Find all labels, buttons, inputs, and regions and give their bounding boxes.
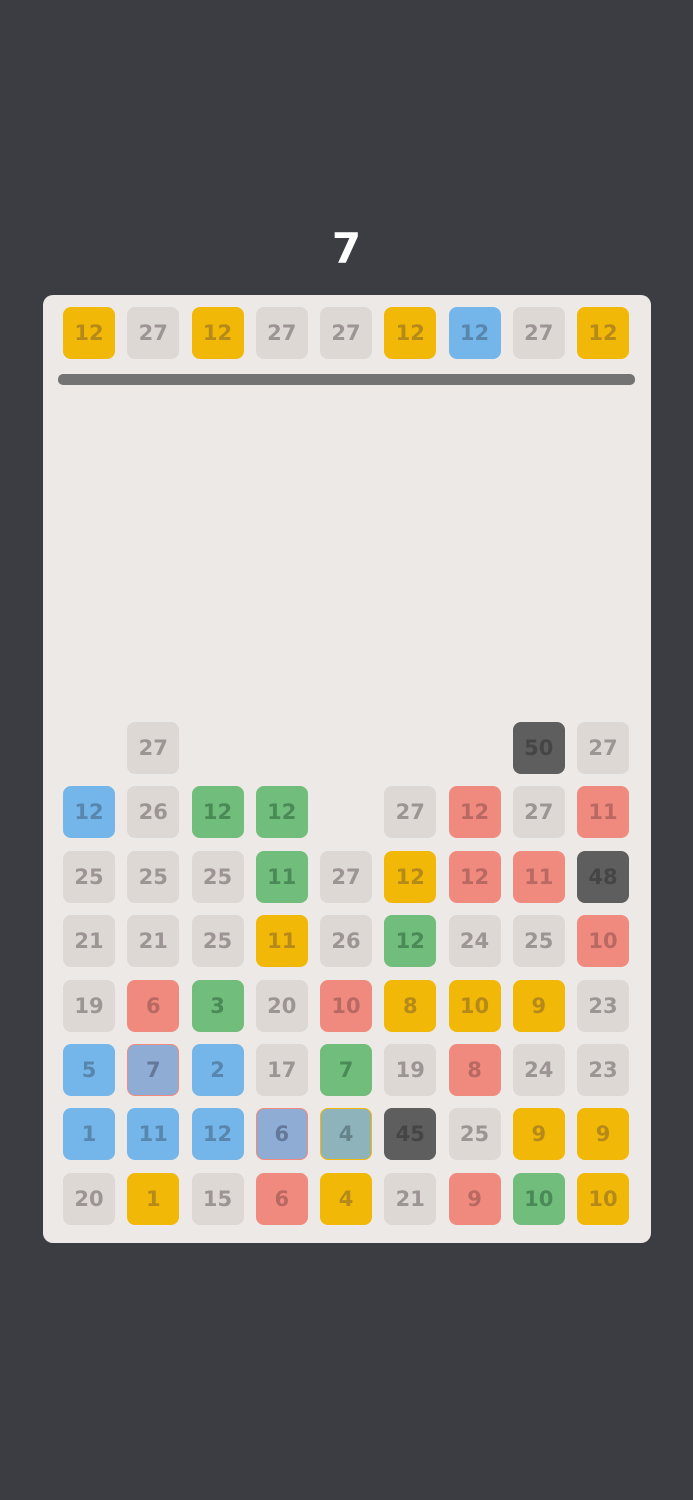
grid-tile[interactable]: 25 [448, 1108, 501, 1161]
grid-tile[interactable]: 6 [127, 979, 180, 1032]
grid-tile[interactable]: 10 [512, 1172, 565, 1225]
drop-line-divider [58, 374, 635, 385]
grid-tile[interactable]: 27 [577, 722, 629, 774]
grid-tile[interactable]: 11 [577, 786, 629, 839]
grid-tile[interactable]: 26 [127, 786, 180, 839]
queue-tile[interactable]: 12 [191, 307, 244, 359]
grid-tile[interactable]: 26 [320, 915, 372, 968]
grid-tile[interactable]: 27 [512, 786, 565, 839]
grid-tile[interactable]: 11 [255, 850, 308, 903]
grid-tile[interactable]: 23 [577, 979, 629, 1032]
grid-tile[interactable]: 10 [320, 979, 372, 1032]
grid-tile[interactable]: 19 [63, 979, 115, 1032]
queue-tile[interactable]: 12 [63, 307, 115, 359]
grid-tile[interactable]: 10 [577, 1172, 629, 1225]
score: 7 [331, 224, 362, 273]
grid-tile[interactable]: 48 [577, 850, 629, 903]
grid-tile[interactable]: 25 [512, 915, 565, 968]
game-board: 12 27 12 27 27 12 12 27 12 27 50 27 12 26 12 12 27 12 27 1… [43, 295, 651, 1243]
grid-tile[interactable]: 20 [255, 979, 308, 1032]
grid-tile[interactable]: 11 [512, 850, 565, 903]
grid-tile[interactable]: 1 [127, 1172, 180, 1225]
queue-tile[interactable]: 27 [320, 307, 372, 359]
grid-tile[interactable]: 12 [191, 786, 244, 839]
grid-tile[interactable]: 21 [384, 1172, 437, 1225]
grid-tile[interactable]: 9 [512, 979, 565, 1032]
grid-tile[interactable]: 12 [255, 786, 308, 839]
grid-tile[interactable]: 24 [512, 1044, 565, 1096]
grid-tile[interactable]: 27 [127, 722, 180, 774]
grid-tile[interactable]: 12 [191, 1108, 244, 1161]
grid-tile[interactable]: 10 [577, 915, 629, 968]
grid-tile[interactable]: 12 [448, 850, 501, 903]
grid-tile[interactable]: 6 [255, 1108, 308, 1161]
grid-tile[interactable]: 7 [127, 1044, 180, 1096]
queue-tile[interactable]: 12 [384, 307, 437, 359]
grid-tile[interactable]: 20 [63, 1172, 115, 1225]
grid-tile[interactable]: 24 [448, 915, 501, 968]
grid-tile[interactable]: 9 [448, 1172, 501, 1225]
grid-tile[interactable]: 12 [63, 786, 115, 839]
grid-tile[interactable]: 25 [127, 850, 180, 903]
grid-tile[interactable]: 7 [320, 1044, 372, 1096]
queue-tile[interactable]: 27 [127, 307, 180, 359]
grid-tile[interactable]: 8 [384, 979, 437, 1032]
grid-tile[interactable]: 1 [63, 1108, 115, 1161]
grid-tile[interactable]: 4 [320, 1172, 372, 1225]
grid-tile[interactable]: 15 [191, 1172, 244, 1225]
grid-tile[interactable]: 6 [255, 1172, 308, 1225]
grid-tile[interactable]: 50 [512, 722, 565, 774]
grid-tile[interactable]: 19 [384, 1044, 437, 1096]
grid-tile[interactable]: 9 [577, 1108, 629, 1161]
grid-tile[interactable]: 25 [63, 850, 115, 903]
queue-tile[interactable]: 27 [512, 307, 565, 359]
grid-tile[interactable]: 27 [320, 850, 372, 903]
grid-tile[interactable]: 12 [448, 786, 501, 839]
grid-tile[interactable]: 8 [448, 1044, 501, 1096]
grid-tile[interactable]: 4 [320, 1108, 372, 1161]
grid-tile[interactable]: 21 [63, 915, 115, 968]
grid-tile[interactable]: 27 [384, 786, 437, 839]
grid-tile[interactable]: 17 [255, 1044, 308, 1096]
queue-tile[interactable]: 12 [577, 307, 629, 359]
grid-tile[interactable]: 12 [384, 850, 437, 903]
grid-tile[interactable]: 3 [191, 979, 244, 1032]
grid-tile[interactable]: 25 [191, 915, 244, 968]
grid-tile[interactable]: 25 [191, 850, 244, 903]
queue-tile[interactable]: 27 [255, 307, 308, 359]
grid-tile[interactable]: 23 [577, 1044, 629, 1096]
grid-tile[interactable]: 10 [448, 979, 501, 1032]
grid-tile[interactable]: 2 [191, 1044, 244, 1096]
grid-tile[interactable]: 21 [127, 915, 180, 968]
grid-tile[interactable]: 11 [127, 1108, 180, 1161]
queue-tile[interactable]: 12 [448, 307, 501, 359]
grid-tile[interactable]: 45 [384, 1108, 437, 1161]
grid-tile[interactable]: 12 [384, 915, 437, 968]
grid-tile[interactable]: 5 [63, 1044, 115, 1096]
grid-tile[interactable]: 9 [512, 1108, 565, 1161]
grid-tile[interactable]: 11 [255, 915, 308, 968]
